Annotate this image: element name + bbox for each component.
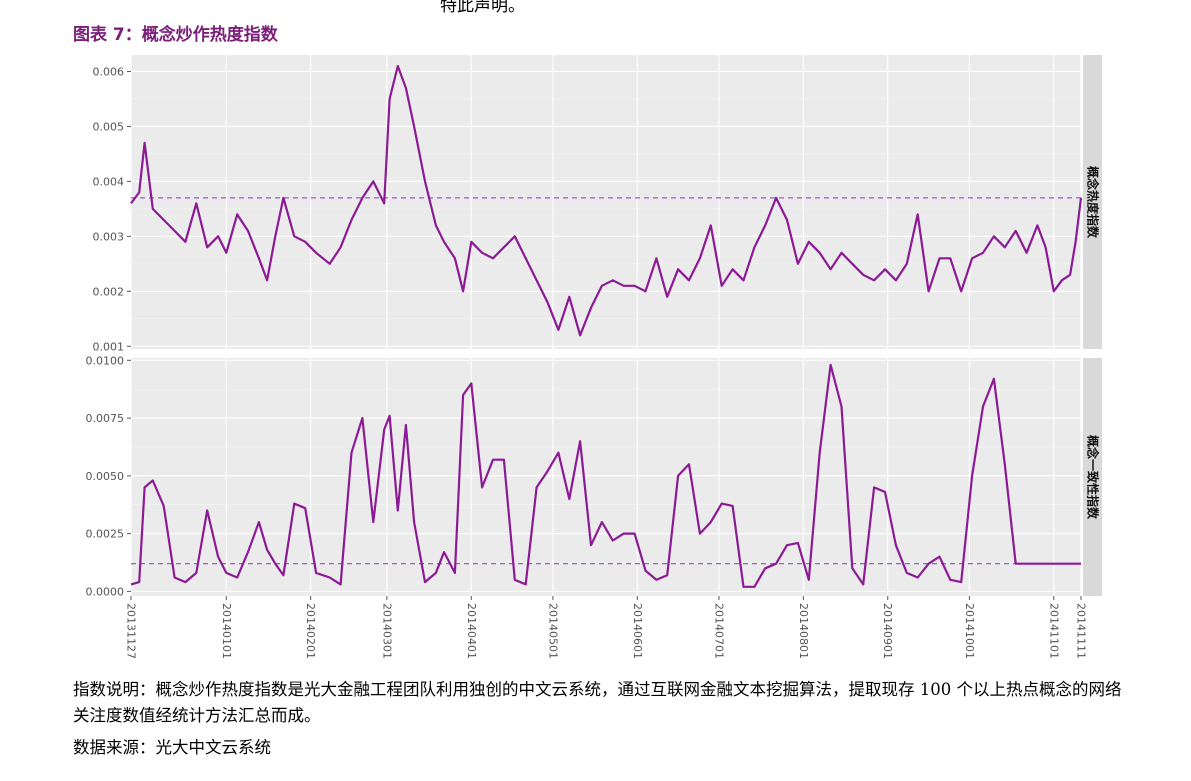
y-tick-label: 0.0000 (86, 585, 125, 598)
y-tick-label: 0.003 (93, 230, 125, 243)
y-tick-label: 0.004 (93, 175, 125, 188)
panel-background (131, 55, 1081, 349)
y-tick-label: 0.002 (93, 285, 125, 298)
figure-title: 图表 7：概念炒作热度指数 (73, 25, 278, 45)
x-tick-label: 20140301 (380, 603, 393, 659)
y-tick-label: 0.005 (93, 120, 125, 133)
y-tick-label: 0.0075 (86, 412, 125, 425)
panel-background (131, 358, 1081, 596)
y-tick-label: 0.0050 (86, 470, 125, 483)
y-tick-label: 0.0025 (86, 528, 125, 541)
x-tick-label: 20140201 (304, 603, 317, 659)
x-tick-label: 20140501 (546, 603, 559, 659)
x-tick-label: 20140101 (220, 603, 233, 659)
x-tick-label: 20140401 (465, 603, 478, 659)
facet-strip (1083, 358, 1102, 596)
x-tick-label: 20141101 (1047, 603, 1060, 659)
data-source-note: 数据来源：光大中文云系统 (73, 738, 271, 757)
x-tick-label: 20141001 (963, 603, 976, 659)
x-tick-label: 20140901 (881, 603, 894, 659)
y-tick-label: 0.006 (93, 65, 125, 78)
facet-label: 概念一致性指数 (1086, 435, 1101, 520)
facet-label: 概念热度指数 (1086, 166, 1101, 239)
x-tick-label: 20141111 (1075, 603, 1088, 659)
x-axis: 20131127 20140101 20140201 20140301 20140401… (125, 596, 1088, 659)
x-tick-label: 20131127 (125, 603, 138, 659)
y-tick-label: 0.0100 (86, 354, 125, 367)
series-line-cons (130, 363, 1081, 588)
x-tick-label: 20140801 (797, 603, 810, 659)
cut-off-heading-text: 特此声明。 (440, 0, 525, 16)
index-description-note: 指数说明：概念炒作热度指数是光大金融工程团队利用独创的中文云系统，通过互联网金融… (73, 680, 1122, 725)
series-line-heat (130, 64, 1083, 337)
panel-consistency-index: 0.0000 0.0025 0.0050 0.0075 0.0100 概念一致性指数 (86, 354, 1102, 598)
x-tick-label: 20140701 (712, 603, 725, 659)
facet-strip (1083, 55, 1102, 349)
x-tick-label: 20140601 (631, 603, 644, 659)
panel-heat-index: 0.001 0.002 0.003 0.004 0.005 0.006 概念热度指数 (93, 55, 1102, 353)
faceted-line-chart: 0.001 0.002 0.003 0.004 0.005 0.006 概念热度指数 0.0… (86, 55, 1102, 659)
y-tick-label: 0.001 (93, 340, 125, 353)
